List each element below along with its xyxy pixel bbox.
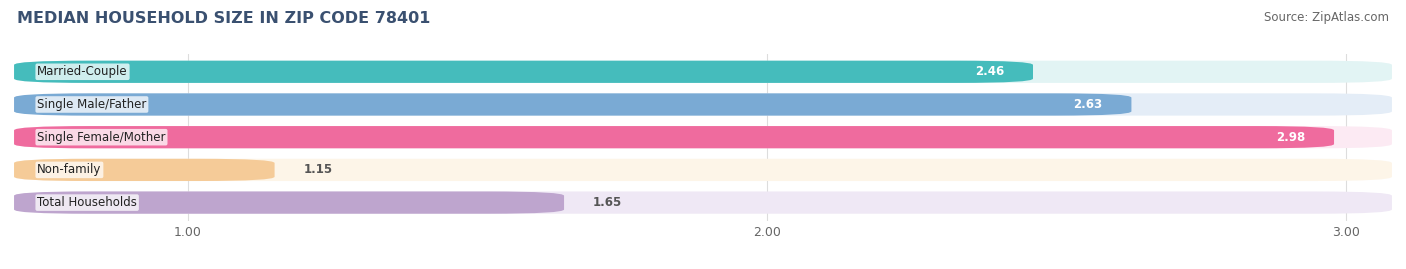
- FancyBboxPatch shape: [14, 93, 1392, 116]
- FancyBboxPatch shape: [14, 192, 564, 214]
- FancyBboxPatch shape: [14, 159, 1392, 181]
- FancyBboxPatch shape: [14, 192, 1392, 214]
- Text: Single Female/Mother: Single Female/Mother: [37, 131, 166, 144]
- Text: 1.15: 1.15: [304, 163, 333, 176]
- Text: Total Households: Total Households: [37, 196, 138, 209]
- Text: 1.65: 1.65: [593, 196, 623, 209]
- Text: Married-Couple: Married-Couple: [37, 65, 128, 78]
- FancyBboxPatch shape: [14, 126, 1334, 148]
- FancyBboxPatch shape: [14, 93, 1132, 116]
- Text: 2.46: 2.46: [974, 65, 1004, 78]
- FancyBboxPatch shape: [14, 61, 1392, 83]
- FancyBboxPatch shape: [14, 126, 1392, 148]
- Text: MEDIAN HOUSEHOLD SIZE IN ZIP CODE 78401: MEDIAN HOUSEHOLD SIZE IN ZIP CODE 78401: [17, 11, 430, 26]
- Text: 2.98: 2.98: [1275, 131, 1305, 144]
- Text: Non-family: Non-family: [37, 163, 101, 176]
- FancyBboxPatch shape: [14, 61, 1033, 83]
- Text: 2.63: 2.63: [1073, 98, 1102, 111]
- FancyBboxPatch shape: [14, 159, 274, 181]
- Text: Single Male/Father: Single Male/Father: [37, 98, 146, 111]
- Text: Source: ZipAtlas.com: Source: ZipAtlas.com: [1264, 11, 1389, 24]
